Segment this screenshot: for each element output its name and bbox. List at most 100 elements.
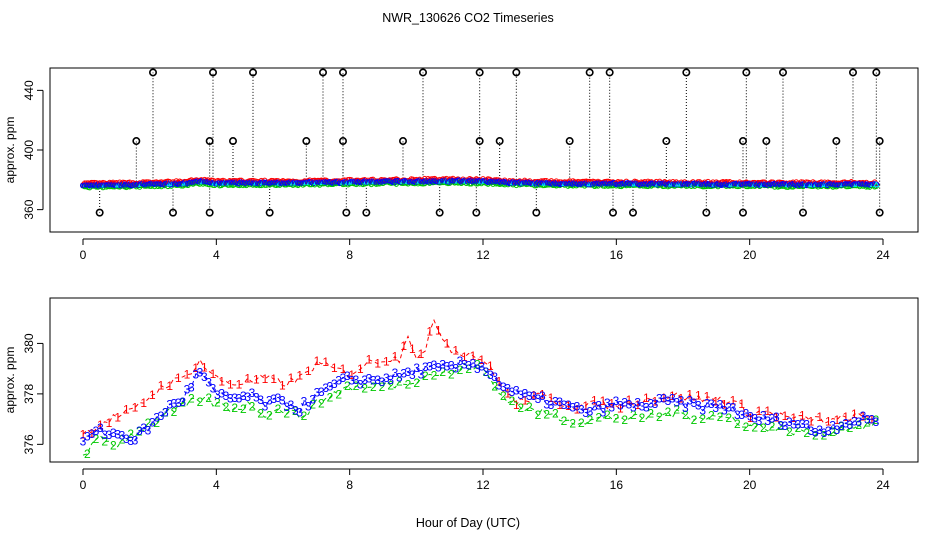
series-3-label: 3 xyxy=(439,358,446,372)
series-1-label: 1 xyxy=(548,391,555,405)
series-1-label: 1 xyxy=(643,391,650,405)
series-3-label: 3 xyxy=(392,366,399,380)
series-2-label: 2 xyxy=(431,368,438,382)
series-1-line xyxy=(82,318,877,435)
outlier-mid-point xyxy=(398,137,407,146)
series-3-label: 3 xyxy=(253,391,260,405)
series-3-label: 3 xyxy=(331,377,338,391)
series-1-label: 1 xyxy=(669,389,676,403)
series-2-label: 2 xyxy=(777,419,784,433)
series-2-label: 2 xyxy=(283,407,290,421)
series-3-label: 3 xyxy=(591,399,598,413)
series-3-label: 3 xyxy=(114,427,121,441)
outlier-mid-point xyxy=(229,137,238,146)
outlier-mid-point xyxy=(132,137,141,146)
series-2-label: 2 xyxy=(500,389,507,403)
series-1-label: 1 xyxy=(227,377,234,391)
series-3-label: 3 xyxy=(335,373,342,387)
series-3-label: 3 xyxy=(569,400,576,414)
series-3-label: 3 xyxy=(582,406,589,420)
x-tick-label: 8 xyxy=(346,478,353,492)
series-3-label: 3 xyxy=(266,393,273,407)
series-3-label: 3 xyxy=(227,392,234,406)
series-3-label: 3 xyxy=(621,395,628,409)
series-3-label: 3 xyxy=(123,432,130,446)
series-1-label: 1 xyxy=(184,368,191,382)
series-1-label: 1 xyxy=(158,378,165,392)
outlier-mid-point xyxy=(475,137,484,146)
series-2-label: 2 xyxy=(760,421,767,435)
series-2-label: 2 xyxy=(795,421,802,435)
series-3-label: 3 xyxy=(275,391,282,405)
series-2-label: 2 xyxy=(535,408,542,422)
series-2-label: 2 xyxy=(171,405,178,419)
series-3-label: 3 xyxy=(374,373,381,387)
outlier-low-point xyxy=(435,208,444,217)
series-3-label: 3 xyxy=(790,418,797,432)
series-3-label: 3 xyxy=(184,383,191,397)
series-3-label: 3 xyxy=(556,395,563,409)
series-3-label: 3 xyxy=(149,415,156,429)
series-3-label: 3 xyxy=(214,388,221,402)
series-1-label: 1 xyxy=(617,402,624,416)
series-3-label: 3 xyxy=(179,395,186,409)
series-2-label: 2 xyxy=(422,369,429,383)
outlier-mid-point xyxy=(205,137,214,146)
y-tick-label: 360 xyxy=(22,199,36,219)
series-3-label: 3 xyxy=(500,380,507,394)
x-tick-label: 8 xyxy=(346,248,353,262)
series-1-label: 1 xyxy=(80,427,87,441)
series-2-label: 2 xyxy=(413,376,420,390)
series-3-label: 3 xyxy=(725,401,732,415)
series-1-label: 1 xyxy=(418,347,425,361)
outlier-low-point xyxy=(875,208,884,217)
series-1-label: 1 xyxy=(504,387,511,401)
series-3-label: 3 xyxy=(236,391,243,405)
series-2-label: 2 xyxy=(93,432,100,446)
series-1-label: 1 xyxy=(652,395,659,409)
series-2-label: 2 xyxy=(240,402,247,416)
series-2-label: 2 xyxy=(561,414,568,428)
outlier-low-point xyxy=(738,208,747,217)
x-tick-label: 16 xyxy=(610,478,624,492)
series-1-label: 1 xyxy=(496,375,503,389)
series-1-label: 1 xyxy=(123,403,130,417)
series-3-label: 3 xyxy=(84,430,91,444)
series-2-label: 2 xyxy=(361,381,368,395)
series-2-label: 2 xyxy=(647,406,654,420)
series-2-label: 2 xyxy=(751,420,758,434)
series-1-label: 1 xyxy=(270,372,277,386)
series-2-label: 2 xyxy=(864,416,871,430)
series-1-label: 1 xyxy=(634,398,641,412)
series-3-label: 3 xyxy=(262,399,269,413)
series-3-label: 3 xyxy=(158,409,165,423)
series-3-label: 3 xyxy=(305,400,312,414)
series-3-label: 3 xyxy=(526,389,533,403)
x-axis-label: Hour of Day (UTC) xyxy=(416,516,520,530)
series-2-label: 2 xyxy=(708,408,715,422)
series-1-label: 1 xyxy=(530,389,537,403)
series-3-label: 3 xyxy=(461,358,468,372)
series-3-label: 3 xyxy=(197,365,204,379)
series-2-label: 2 xyxy=(829,425,836,439)
series-2-label: 2 xyxy=(353,379,360,393)
series-3-label: 3 xyxy=(864,412,871,426)
series-3-label: 3 xyxy=(162,406,169,420)
series-3-label: 3 xyxy=(452,361,459,375)
series-1-label: 1 xyxy=(435,323,442,337)
series-2-label: 2 xyxy=(725,411,732,425)
series-2-label: 2 xyxy=(639,411,646,425)
series-3-label: 3 xyxy=(574,400,581,414)
series-2-label: 2 xyxy=(335,387,342,401)
outlier-mid-point xyxy=(762,137,771,146)
series-3-label: 3 xyxy=(188,381,195,395)
figure-title: NWR_130626 CO2 Timeseries xyxy=(382,11,554,25)
plot-frame xyxy=(49,297,919,463)
series-3-label: 3 xyxy=(530,389,537,403)
outlier-low-point xyxy=(265,208,274,217)
series-2-label: 2 xyxy=(344,379,351,393)
series-1-label: 1 xyxy=(288,371,295,385)
series-1-label: 1 xyxy=(730,394,737,408)
series-1-label: 1 xyxy=(374,357,381,371)
series-3-label: 3 xyxy=(483,365,490,379)
